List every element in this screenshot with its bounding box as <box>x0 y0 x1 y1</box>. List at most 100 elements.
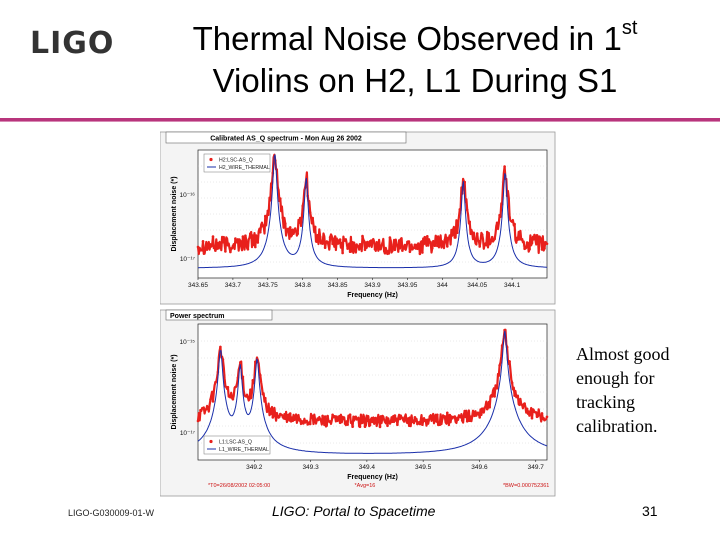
data-point <box>448 234 452 237</box>
data-point <box>246 395 250 399</box>
x-tick-label: 343.75 <box>258 282 278 289</box>
data-point <box>530 241 534 245</box>
data-point <box>341 251 344 255</box>
y-tick-label: 10⁻¹⁵ <box>179 339 195 346</box>
data-point <box>458 208 462 211</box>
panel2-title-box <box>165 309 273 321</box>
data-point <box>518 403 521 407</box>
data-point <box>426 418 429 422</box>
title-divider <box>0 118 720 121</box>
data-point <box>475 412 479 416</box>
data-point <box>254 245 257 249</box>
data-point <box>488 242 492 246</box>
data-point <box>518 238 521 241</box>
legend-entry: L1:LSC-AS_Q <box>219 440 252 446</box>
data-point <box>286 227 289 231</box>
data-point <box>356 244 359 248</box>
data-point <box>246 248 250 251</box>
data-point <box>281 216 285 219</box>
data-point <box>284 222 287 225</box>
annotation: *BW=0.000752361 <box>503 483 549 489</box>
data-point <box>413 243 417 247</box>
data-point <box>281 415 285 419</box>
data-point <box>308 422 312 426</box>
data-point <box>513 394 516 397</box>
data-point <box>441 240 444 243</box>
data-point <box>498 364 501 367</box>
y-tick-label: 10⁻¹⁷ <box>180 430 196 437</box>
data-point <box>510 220 514 223</box>
data-point <box>303 421 307 424</box>
data-point <box>515 394 519 398</box>
data-point <box>244 394 247 398</box>
x-tick-label: 349.3 <box>302 464 319 471</box>
panel1-plot: 343.65 343.7 343.75 343.8 343.85 343.9 343.95 3… <box>171 149 549 299</box>
x-tick-label: 343.9 <box>364 282 381 289</box>
data-point <box>423 419 427 423</box>
data-point <box>460 419 464 422</box>
data-point <box>311 216 314 220</box>
data-point <box>383 251 387 255</box>
panel2-title: Power spectrum <box>170 313 224 320</box>
data-point <box>234 237 237 240</box>
x-tick-label: 349.6 <box>471 464 488 471</box>
data-point <box>418 422 422 426</box>
data-point <box>545 242 549 246</box>
data-point <box>446 411 449 415</box>
data-point <box>396 423 399 427</box>
data-point <box>271 416 275 419</box>
data-point <box>291 228 294 232</box>
data-point <box>533 233 536 237</box>
data-point <box>483 242 487 246</box>
data-point <box>383 420 387 423</box>
data-point <box>301 204 304 208</box>
legend-data-marker <box>209 157 213 162</box>
data-point <box>371 420 374 424</box>
data-point <box>323 246 327 249</box>
data-point <box>234 385 237 389</box>
x-tick-label: 349.7 <box>528 464 545 471</box>
x-axis-label: Frequency (Hz) <box>347 292 398 299</box>
data-point <box>490 235 494 239</box>
data-point <box>261 224 265 228</box>
data-point <box>201 240 205 243</box>
data-point <box>490 395 494 398</box>
data-point <box>426 235 429 238</box>
data-point <box>256 241 260 244</box>
data-point <box>343 239 347 242</box>
data-point <box>296 415 299 418</box>
data-point <box>279 197 282 200</box>
data-point <box>351 425 354 429</box>
slide-title-line2: Violins on H2, L1 During S1 <box>212 62 618 99</box>
data-point <box>545 415 549 419</box>
data-point <box>343 422 347 425</box>
data-point <box>293 227 297 230</box>
data-point <box>540 412 544 415</box>
data-point <box>510 381 514 385</box>
data-point <box>436 413 439 417</box>
data-point <box>214 380 217 384</box>
data-point <box>239 239 242 243</box>
data-point <box>226 385 230 389</box>
data-point <box>431 246 434 250</box>
data-point <box>333 415 337 418</box>
data-point <box>436 244 439 248</box>
data-point <box>538 413 541 417</box>
data-point <box>470 415 474 418</box>
data-point <box>480 233 484 236</box>
data-point <box>411 248 414 251</box>
series-model-line <box>198 154 547 269</box>
data-point <box>341 415 344 419</box>
data-point <box>316 417 319 420</box>
data-point <box>361 421 364 424</box>
data-point <box>453 236 457 239</box>
data-point <box>528 414 531 417</box>
data-point <box>348 413 352 417</box>
data-point <box>288 226 292 229</box>
data-point <box>231 245 235 248</box>
data-point <box>495 387 499 390</box>
data-point <box>406 421 409 425</box>
x-tick-label: 344.1 <box>504 282 521 289</box>
data-point <box>313 418 317 422</box>
data-point <box>368 240 372 243</box>
